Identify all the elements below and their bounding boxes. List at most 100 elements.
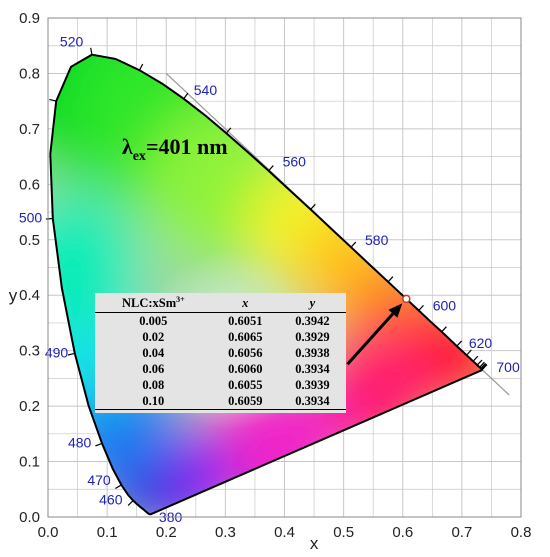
coordinates-table: NLC:xSm3+ x y 0.005 0.6051 0.3942 0.02 0.60… [95, 293, 346, 410]
wavelength-label: 600 [433, 297, 457, 313]
cell-y: 0.3939 [295, 377, 330, 392]
cell-x: 0.6051 [228, 313, 263, 328]
locus-tick [350, 241, 357, 248]
locus-tick [225, 127, 232, 134]
y-tick-label: 0.6 [19, 176, 40, 193]
table-row: 0.08 0.6055 0.3939 [95, 377, 346, 393]
locus-tick [49, 98, 57, 102]
locus-tick [387, 276, 394, 283]
locus-tick [456, 340, 463, 347]
locus-tick [418, 304, 424, 311]
cell-y: 0.3934 [278, 393, 346, 410]
coordinates-table-box: NLC:xSm3+ x y 0.005 0.6051 0.3942 0.02 0.60… [95, 293, 346, 413]
cell-x: 0.6055 [228, 377, 263, 392]
header-composition-label: NLC:xSm [122, 295, 177, 310]
x-tick-label: 0.6 [392, 524, 413, 541]
locus-tick [45, 217, 53, 220]
cie-coordinate-point [402, 294, 411, 304]
locus-tick [481, 364, 488, 371]
annotation-subscript: ex [133, 149, 146, 164]
x-axis-title: x [310, 534, 319, 553]
locus-tick [268, 165, 274, 172]
locus-tick [476, 359, 483, 366]
table-row: 0.02 0.6065 0.3929 [95, 329, 346, 345]
locus-tick [127, 500, 134, 506]
locus-tick [481, 363, 487, 370]
cell-x: 0.6059 [211, 393, 279, 410]
table-row: 0.10 0.6059 0.3934 [95, 393, 346, 410]
y-tick-label: 0.7 [19, 121, 40, 138]
wavelength-label: 480 [68, 434, 92, 450]
header-composition: NLC:xSm3+ [95, 293, 212, 313]
x-tick-label: 0.7 [451, 524, 472, 541]
y-tick-label: 0.8 [19, 65, 40, 82]
locus-tick [480, 362, 487, 369]
x-tick-label: 0.3 [215, 524, 236, 541]
cell-composition: 0.02 [142, 329, 165, 344]
x-tick-label: 0.5 [333, 524, 354, 541]
cell-y: 0.3938 [295, 345, 330, 360]
cell-composition: 0.005 [139, 313, 168, 328]
excitation-annotation: λex=401 nm [122, 134, 228, 164]
spectral-locus [49, 53, 484, 516]
locus-tick [183, 92, 189, 100]
plot-frame [47, 17, 522, 518]
cell-composition: 0.04 [142, 345, 165, 360]
axes [47, 17, 522, 518]
header-y: y [278, 293, 346, 313]
cell-composition: 0.10 [95, 393, 212, 410]
wavelength-label: 700 [496, 359, 520, 375]
y-tick-label: 0.5 [19, 232, 40, 249]
x-tick-label: 0.8 [511, 524, 532, 541]
locus-tick [67, 352, 75, 356]
locus-tick [466, 349, 472, 356]
x-tick-label: 0.4 [274, 524, 295, 541]
wavelength-label: 560 [283, 154, 307, 170]
y-tick-label: 0.1 [19, 454, 40, 471]
annotation-lambda: λ [122, 134, 133, 159]
cell-x: 0.6060 [228, 361, 263, 376]
y-tick-label: 0.3 [19, 343, 40, 360]
cell-x: 0.6065 [228, 329, 263, 344]
header-superscript: 3+ [176, 294, 185, 304]
x-tick-label: 0.0 [38, 524, 59, 541]
locus-tick [479, 361, 485, 368]
y-tick-label: 0.4 [19, 287, 40, 304]
wavelength-label: 580 [365, 232, 389, 248]
y-tick-label: 0.9 [19, 10, 40, 27]
locus-tick [115, 484, 122, 490]
cell-y: 0.3934 [295, 361, 330, 376]
locus-tick [138, 63, 144, 71]
arrow-head [388, 303, 403, 318]
wavelength-label: 540 [194, 82, 218, 98]
wavelength-label: 490 [45, 344, 69, 360]
table-row: 0.06 0.6060 0.3934 [95, 361, 346, 377]
wavelength-label: 500 [19, 209, 43, 225]
y-tick-labels: 0.0 0.1 0.2 0.3 0.4 0.5 0.6 0.7 0.8 0.9 [19, 10, 40, 526]
table-header-row: NLC:xSm3+ x y [95, 293, 346, 313]
cell-composition: 0.08 [142, 377, 165, 392]
locus-tick [472, 355, 479, 362]
y-tick-label: 0.2 [19, 398, 40, 415]
annotation-value: =401 nm [146, 134, 228, 159]
x-tick-label: 0.1 [97, 524, 118, 541]
locus-tick [95, 442, 103, 447]
wavelength-label: 620 [469, 335, 493, 351]
x-tick-labels: 0.0 0.1 0.2 0.3 0.4 0.5 0.6 0.7 0.8 [38, 524, 532, 541]
locus-tick [310, 203, 316, 210]
wavelength-label: 520 [60, 34, 84, 50]
locus-tick [90, 47, 93, 55]
wavelength-label: 460 [99, 492, 123, 508]
locus-ticks [45, 47, 488, 506]
wavelength-label: 470 [87, 472, 111, 488]
y-tick-label: 0.0 [19, 509, 40, 526]
x-tick-label: 0.2 [156, 524, 177, 541]
locus-tick [441, 326, 447, 333]
cell-composition: 0.06 [142, 361, 165, 376]
arrow-line [346, 312, 395, 366]
table-row: 0.04 0.6056 0.3938 [95, 345, 346, 361]
header-x: x [211, 293, 279, 313]
